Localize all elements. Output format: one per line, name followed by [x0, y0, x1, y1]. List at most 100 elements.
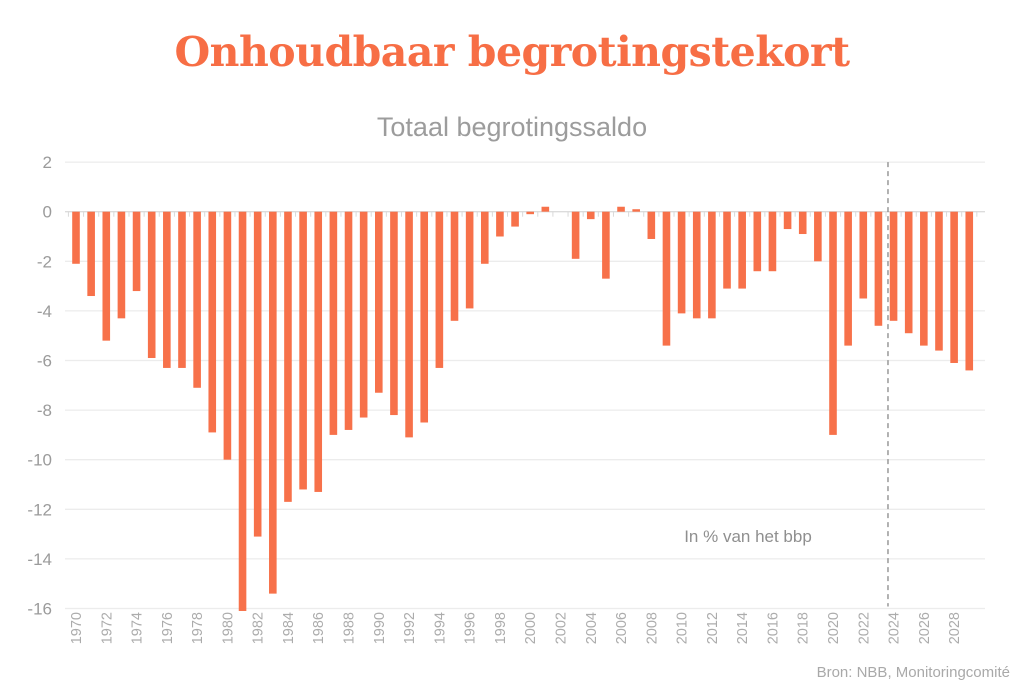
bar-1986 — [314, 211, 323, 492]
bar-2017 — [783, 211, 792, 230]
x-axis-label-1996: 1996 — [463, 612, 479, 644]
y-axis-label--16: -16 — [27, 599, 52, 618]
x-axis-label-2024: 2024 — [887, 612, 903, 644]
x-axis-label-1988: 1988 — [342, 612, 358, 644]
bar-1987 — [329, 211, 338, 435]
x-axis-label-2026: 2026 — [917, 612, 933, 644]
x-axis-label-1980: 1980 — [220, 612, 236, 644]
bar-2013 — [723, 211, 731, 289]
x-axis-label-1992: 1992 — [402, 612, 418, 644]
bar-2008 — [647, 211, 656, 239]
bar-2024 — [889, 211, 898, 321]
y-axis-label--12: -12 — [27, 500, 52, 519]
bar-1985 — [299, 211, 307, 490]
bar-2001 — [541, 206, 550, 212]
x-axis-label-2002: 2002 — [553, 612, 569, 644]
bar-1997 — [480, 211, 489, 264]
x-axis-label-1994: 1994 — [432, 612, 448, 644]
bar-1990 — [375, 211, 383, 393]
bar-1992 — [405, 211, 413, 438]
bar-1991 — [390, 211, 398, 416]
x-axis-label-1972: 1972 — [99, 612, 115, 644]
y-axis-label--10: -10 — [27, 451, 52, 470]
y-axis-label--8: -8 — [37, 401, 52, 420]
x-axis-label-2010: 2010 — [675, 612, 691, 644]
page-title: Onhoudbaar begrotingstekort — [174, 28, 850, 76]
bar-1982 — [253, 211, 262, 537]
bar-1973 — [117, 211, 126, 319]
bar-1972 — [102, 211, 111, 341]
bar-1995 — [450, 211, 459, 321]
bar-1976 — [163, 211, 171, 368]
bar-2000 — [526, 211, 534, 215]
bar-2019 — [814, 211, 822, 262]
bar-1993 — [420, 211, 429, 423]
bar-1971 — [87, 211, 95, 297]
y-axis-label--14: -14 — [27, 550, 52, 569]
bar-2004 — [586, 211, 595, 220]
bar-2007 — [632, 209, 640, 212]
bar-2023 — [874, 211, 883, 326]
y-axis-label--2: -2 — [37, 252, 52, 271]
bar-1975 — [147, 211, 156, 359]
bar-1996 — [465, 211, 474, 309]
bar-1994 — [435, 211, 444, 368]
bar-1980 — [223, 211, 232, 460]
bar-1984 — [284, 211, 292, 502]
bar-1988 — [344, 211, 353, 430]
bar-1979 — [208, 211, 217, 433]
bar-2018 — [798, 211, 807, 235]
bar-2016 — [768, 211, 777, 272]
x-axis-label-2012: 2012 — [705, 612, 721, 644]
x-axis-label-2018: 2018 — [796, 612, 812, 644]
x-axis-label-2028: 2028 — [947, 612, 963, 644]
x-axis-label-2000: 2000 — [523, 612, 539, 644]
bar-2015 — [753, 211, 762, 272]
source-credit: Bron: NBB, Monitoringcomité — [816, 664, 1010, 681]
bar-2003 — [571, 211, 580, 259]
x-axis-label-1970: 1970 — [69, 612, 85, 644]
bar-1977 — [178, 211, 186, 368]
y-axis-label-0: 0 — [43, 203, 52, 222]
bar-1983 — [269, 211, 277, 594]
bar-1998 — [496, 211, 504, 237]
bar-2022 — [859, 211, 868, 299]
bar-1989 — [359, 211, 368, 418]
bar-2029 — [965, 211, 974, 371]
bar-2021 — [844, 211, 852, 346]
bar-2014 — [738, 211, 746, 289]
y-axis-label-2: 2 — [43, 153, 52, 172]
bar-2012 — [708, 211, 716, 319]
x-axis-label-2004: 2004 — [584, 612, 600, 644]
x-axis-label-2006: 2006 — [614, 612, 630, 644]
x-axis-label-2020: 2020 — [826, 612, 842, 644]
x-axis-label-1978: 1978 — [190, 612, 206, 644]
x-axis-label-1990: 1990 — [372, 612, 388, 644]
bar-2026 — [920, 211, 928, 346]
y-axis-label--4: -4 — [37, 302, 52, 321]
x-axis-label-1998: 1998 — [493, 612, 509, 644]
budget-balance-bar-chart: 2 0 -2 -4 -6 -8 -10 -12 -14 -16 1970 1972 1974 1976 19… — [27, 153, 985, 644]
x-axis-label-1976: 1976 — [160, 612, 176, 644]
x-axis-label-2016: 2016 — [765, 612, 781, 644]
unit-annotation: In % van het bbp — [684, 527, 812, 546]
bar-2025 — [904, 211, 913, 334]
bar-2011 — [692, 211, 701, 319]
bar-1978 — [193, 211, 201, 388]
x-axis-label-2022: 2022 — [856, 612, 872, 644]
bar-1999 — [511, 211, 519, 227]
bar-1970 — [72, 211, 80, 264]
x-axis-label-2014: 2014 — [735, 612, 751, 644]
bar-1981 — [238, 211, 247, 611]
bar-2028 — [950, 211, 958, 363]
x-axis-label-2008: 2008 — [644, 612, 660, 644]
bar-1974 — [132, 211, 141, 292]
bar-2027 — [935, 211, 943, 351]
x-axis-label-1984: 1984 — [281, 612, 297, 644]
x-axis-label-1974: 1974 — [130, 612, 146, 644]
x-axis-label-1982: 1982 — [251, 612, 267, 644]
bar-2020 — [829, 211, 837, 435]
y-axis-label--6: -6 — [37, 351, 52, 370]
x-axis-label-1986: 1986 — [311, 612, 327, 644]
